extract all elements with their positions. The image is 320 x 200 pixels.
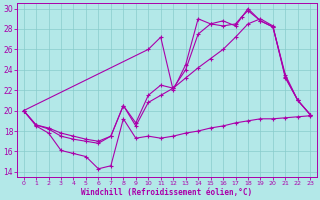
- X-axis label: Windchill (Refroidissement éolien,°C): Windchill (Refroidissement éolien,°C): [81, 188, 252, 197]
